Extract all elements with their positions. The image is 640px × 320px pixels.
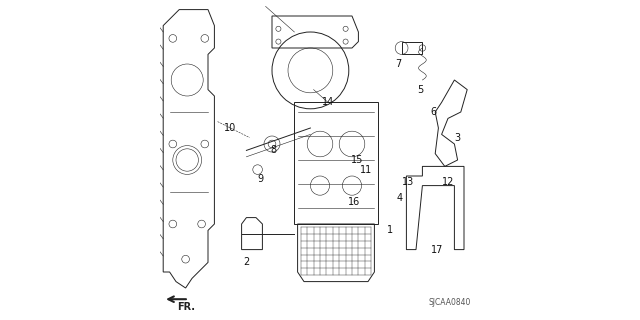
Text: 12: 12 — [442, 177, 454, 188]
Text: 7: 7 — [396, 59, 401, 69]
Text: 8: 8 — [271, 145, 276, 156]
Text: 3: 3 — [454, 132, 461, 143]
Text: 1: 1 — [387, 225, 394, 236]
Text: 13: 13 — [402, 177, 414, 188]
Text: 5: 5 — [418, 84, 424, 95]
Text: 15: 15 — [351, 155, 363, 165]
Text: SJCAA0840: SJCAA0840 — [428, 298, 470, 307]
Text: 14: 14 — [322, 97, 334, 108]
Text: 11: 11 — [360, 164, 372, 175]
Text: 4: 4 — [397, 193, 403, 204]
Text: 17: 17 — [431, 244, 443, 255]
Text: 9: 9 — [258, 174, 264, 184]
Text: FR.: FR. — [178, 302, 196, 312]
Text: 2: 2 — [243, 257, 250, 268]
Text: 6: 6 — [431, 107, 436, 117]
Text: 16: 16 — [348, 196, 360, 207]
Text: 10: 10 — [224, 123, 237, 133]
